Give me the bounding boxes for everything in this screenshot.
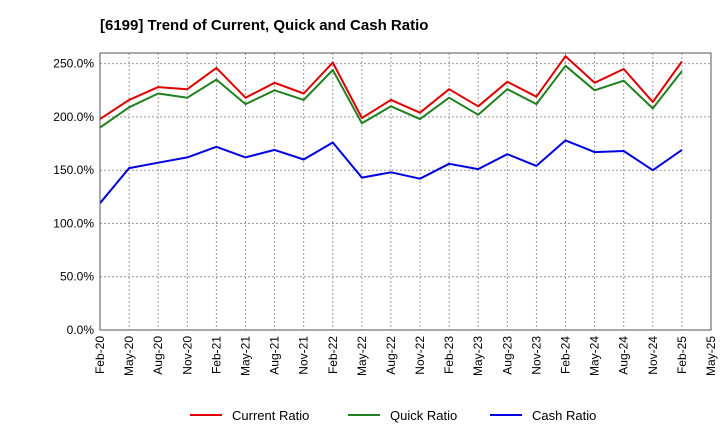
x-tick-label: Feb-21 <box>209 336 223 374</box>
chart-title: [6199] Trend of Current, Quick and Cash … <box>100 17 428 34</box>
x-tick-label: May-24 <box>588 336 602 376</box>
legend: Current Ratio Quick Ratio Cash Ratio <box>190 408 596 423</box>
x-tick-label: Feb-20 <box>93 336 107 374</box>
x-tick-label: Aug-21 <box>268 336 282 375</box>
series-lines <box>99 55 683 204</box>
x-tick-label: Feb-24 <box>559 336 573 374</box>
y-axis-ticks: 0.0% 50.0% 100.0% 150.0% 200.0% 250.0% <box>53 57 94 337</box>
x-tick-label: Aug-24 <box>617 336 631 375</box>
x-tick-label: May-25 <box>704 336 718 376</box>
x-tick-label: Feb-22 <box>326 336 340 374</box>
x-tick-label: Nov-20 <box>180 336 194 375</box>
x-tick-label: Feb-23 <box>442 336 456 374</box>
y-tick-label: 150.0% <box>53 163 94 177</box>
x-tick-label: Aug-23 <box>500 336 514 375</box>
series-line-quick-ratio <box>99 64 683 129</box>
x-tick-label: May-21 <box>238 336 252 376</box>
legend-label-cash-ratio: Cash Ratio <box>532 408 596 423</box>
y-tick-label: 50.0% <box>60 270 94 284</box>
x-tick-label: Feb-25 <box>675 336 689 374</box>
series-line-current-ratio <box>99 55 683 120</box>
x-tick-label: May-20 <box>122 336 136 376</box>
x-axis-ticks: Feb-20 May-20 Aug-20 Nov-20 Feb-21 May-21 Aug-… <box>93 336 718 376</box>
y-tick-label: 100.0% <box>53 216 94 230</box>
legend-label-current-ratio: Current Ratio <box>232 408 309 423</box>
x-tick-label: May-23 <box>471 336 485 376</box>
x-tick-label: Nov-23 <box>529 336 543 375</box>
x-tick-label: Nov-22 <box>413 336 427 375</box>
x-tick-label: May-22 <box>355 336 369 376</box>
series-line-cash-ratio <box>99 139 683 204</box>
x-tick-label: Nov-21 <box>297 336 311 375</box>
x-tick-label: Aug-22 <box>384 336 398 375</box>
x-tick-label: Nov-24 <box>646 336 660 375</box>
y-tick-label: 0.0% <box>67 323 95 337</box>
y-tick-label: 250.0% <box>53 57 94 71</box>
legend-label-quick-ratio: Quick Ratio <box>390 408 457 423</box>
x-tick-label: Aug-20 <box>151 336 165 375</box>
plot-frame <box>99 52 712 331</box>
y-tick-label: 200.0% <box>53 110 94 124</box>
